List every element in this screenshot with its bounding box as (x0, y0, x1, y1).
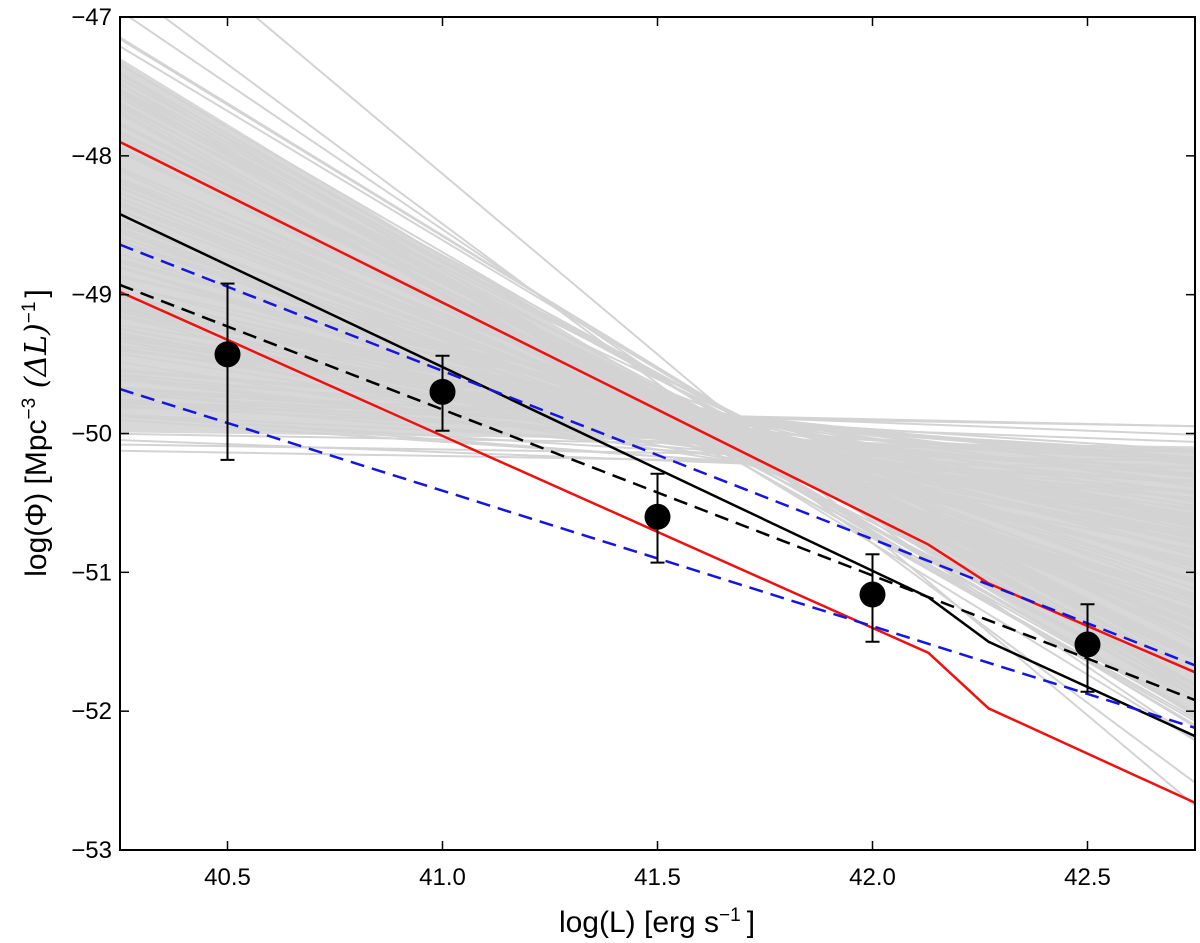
data-points (214, 282, 1101, 693)
sample-line (120, 265, 1195, 599)
sample-line (120, 400, 1195, 493)
x-tick-label: 42.5 (1064, 864, 1111, 891)
y-tick-label: −47 (71, 4, 112, 31)
sample-line (120, 402, 1195, 443)
sample-line (120, 122, 1195, 653)
upper-bound-line (120, 140, 1195, 674)
y-tick-label: −52 (71, 698, 112, 725)
y-tick-label: −49 (71, 282, 112, 309)
plot-area (120, 17, 1195, 807)
blue-dashed-upper-line (120, 243, 1195, 667)
sample-line (120, 347, 1195, 520)
x-tick-label: 41.0 (419, 864, 466, 891)
sample-line (120, 93, 1195, 715)
sample-line (120, 392, 1195, 436)
data-point (214, 341, 241, 368)
x-axis-label: log(L) [erg s−1] (559, 905, 755, 939)
x-tick-label: 41.5 (634, 864, 681, 891)
data-point (1074, 631, 1101, 658)
sample-line (120, 449, 1195, 470)
y-tick-label: −48 (71, 143, 112, 170)
best-fit-line (120, 213, 1195, 738)
data-point (859, 581, 886, 608)
sample-line (127, 17, 1195, 741)
axes: 40.5 41.0 41.5 42.0 42.5 −53 −52 −51 −50 −49 −48 −4… (71, 4, 1196, 891)
y-tick-label: −50 (71, 421, 112, 448)
sample-line (120, 240, 1195, 614)
x-tick-label: 40.5 (204, 864, 251, 891)
sample-line (120, 388, 1195, 463)
posterior-samples (120, 17, 1195, 807)
sample-line (120, 349, 1195, 466)
y-tick-label: −51 (71, 559, 112, 586)
sample-line (120, 301, 1195, 536)
sample-line (162, 17, 1195, 784)
x-tick-label: 42.0 (849, 864, 896, 891)
sample-line (120, 203, 1195, 583)
sample-line (120, 124, 1195, 655)
sample-line (120, 361, 1195, 538)
y-axis-label: log(Φ) [Mpc−3 (ΔL)−1] (19, 289, 54, 577)
sample-line (120, 432, 1195, 453)
lower-bound-line (120, 290, 1195, 804)
data-point (644, 503, 671, 530)
y-tick-label: −53 (71, 837, 112, 864)
data-point (429, 378, 456, 405)
sample-line (120, 299, 1195, 532)
sample-line (120, 124, 1195, 635)
